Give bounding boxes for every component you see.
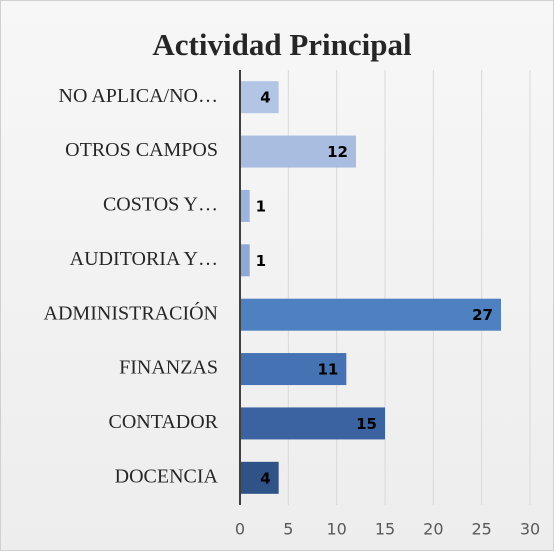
x-tick-label: 30 bbox=[520, 520, 540, 539]
x-tick-label: 5 bbox=[283, 520, 293, 539]
bar bbox=[240, 81, 279, 114]
data-label: 1 bbox=[256, 252, 266, 270]
data-label: 15 bbox=[356, 415, 377, 433]
x-tick-label: 20 bbox=[423, 520, 443, 539]
y-tick-label: ADMINISTRACIÓN bbox=[44, 300, 218, 324]
y-tick-label: COSTOS Y… bbox=[103, 194, 218, 216]
y-tick-label: NO APLICA/NO… bbox=[59, 85, 218, 107]
bar bbox=[240, 353, 347, 386]
y-tick-label: DOCENCIA bbox=[115, 465, 219, 487]
chart-title: Actividad Principal bbox=[152, 27, 412, 62]
data-label: 4 bbox=[260, 469, 270, 487]
bar bbox=[240, 298, 501, 331]
y-tick-label: CONTADOR bbox=[108, 411, 218, 433]
bar bbox=[240, 189, 250, 222]
data-label: 11 bbox=[317, 361, 338, 379]
bar bbox=[240, 244, 250, 277]
bar bbox=[240, 135, 356, 168]
bar bbox=[240, 461, 279, 494]
data-label: 27 bbox=[472, 306, 493, 324]
x-tick-label: 25 bbox=[471, 520, 491, 539]
x-tick-label: 15 bbox=[375, 520, 395, 539]
bar bbox=[240, 407, 385, 440]
data-label: 1 bbox=[256, 197, 266, 215]
x-tick-label: 0 bbox=[235, 520, 245, 539]
data-label: 12 bbox=[327, 143, 348, 161]
y-tick-label: AUDITORIA Y… bbox=[70, 248, 218, 270]
data-label: 4 bbox=[260, 89, 270, 107]
y-tick-label: OTROS CAMPOS bbox=[65, 139, 218, 161]
y-tick-label: FINANZAS bbox=[119, 357, 218, 379]
x-tick-label: 10 bbox=[326, 520, 346, 539]
